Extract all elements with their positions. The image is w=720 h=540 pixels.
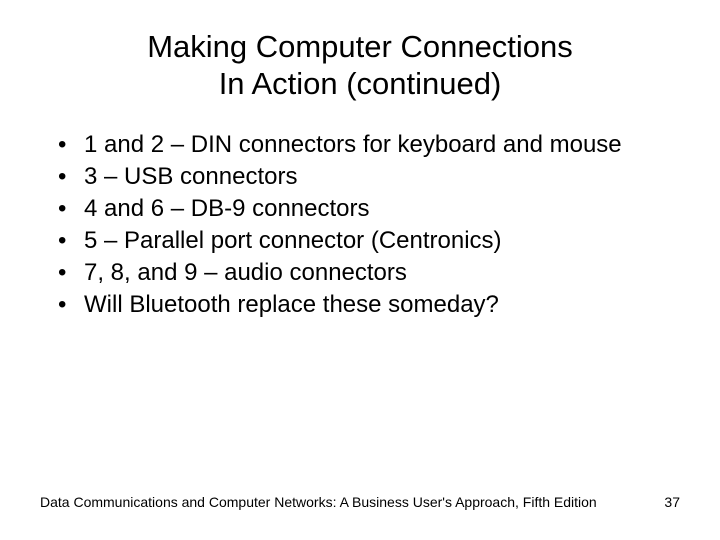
bullet-item: 4 and 6 – DB-9 connectors (58, 194, 680, 224)
page-number: 37 (664, 494, 680, 510)
slide-title: Making Computer Connections In Action (c… (40, 28, 680, 102)
bullet-list: 1 and 2 – DIN connectors for keyboard an… (40, 130, 680, 320)
title-line-2: In Action (continued) (219, 66, 502, 101)
bullet-item: 7, 8, and 9 – audio connectors (58, 258, 680, 288)
slide: Making Computer Connections In Action (c… (0, 0, 720, 540)
bullet-text: 4 and 6 – DB-9 connectors (84, 195, 370, 222)
bullet-text: 7, 8, and 9 – audio connectors (84, 259, 407, 286)
footer-text: Data Communications and Computer Network… (40, 494, 597, 510)
slide-footer: Data Communications and Computer Network… (40, 494, 680, 510)
bullet-text: Will Bluetooth replace these someday? (84, 291, 499, 318)
bullet-text: 5 – Parallel port connector (Centronics) (84, 227, 502, 254)
bullet-item: 3 – USB connectors (58, 162, 680, 192)
title-line-1: Making Computer Connections (147, 29, 573, 64)
bullet-text: 1 and 2 – DIN connectors for keyboard an… (84, 131, 622, 158)
bullet-item: 5 – Parallel port connector (Centronics) (58, 226, 680, 256)
bullet-text: 3 – USB connectors (84, 163, 297, 190)
bullet-item: 1 and 2 – DIN connectors for keyboard an… (58, 130, 680, 160)
bullet-item: Will Bluetooth replace these someday? (58, 290, 680, 320)
